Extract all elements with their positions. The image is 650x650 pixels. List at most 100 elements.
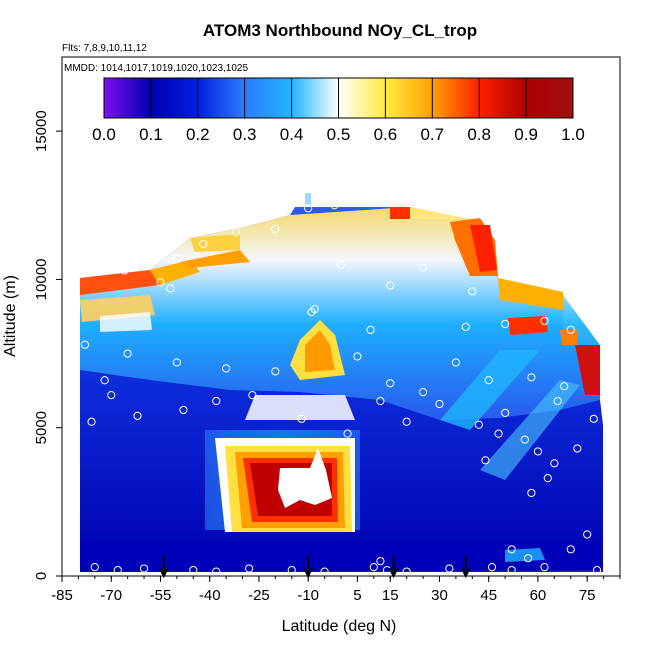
heatmap-field (80, 193, 603, 572)
observation-point (468, 287, 477, 296)
observation-point (80, 340, 90, 349)
observation-point (343, 429, 352, 438)
observation-point (366, 325, 375, 334)
x-tick-label: 5 (353, 587, 361, 604)
observation-point (330, 201, 339, 210)
observation-point (484, 376, 493, 385)
y-axis-label: Altitude (m) (2, 275, 19, 357)
colorbar-tick-label: 0.6 (374, 125, 398, 144)
x-tick-label: -70 (100, 587, 122, 604)
observation-point (369, 563, 378, 572)
observation-point (402, 417, 411, 426)
colorbar-tick-label: 1.0 (561, 125, 585, 144)
observation-point (445, 564, 454, 573)
colorbar-tick-label: 0.4 (280, 125, 304, 144)
observation-point (287, 565, 296, 575)
flights-label: Flts: 7,8,9,10,11,12 (62, 43, 147, 54)
observation-point (222, 364, 231, 373)
x-tick-label: -10 (297, 587, 319, 604)
observation-point (402, 567, 411, 576)
colorbar-tick-label: 0.5 (327, 125, 351, 144)
observation-point (386, 379, 395, 388)
x-tick-label: -40 (199, 587, 221, 604)
y-tick-label: 5000 (33, 411, 50, 444)
observation-point (353, 352, 362, 361)
colorbar-tick-label: 0.2 (186, 125, 210, 144)
observation-point (543, 474, 552, 483)
observation-point (139, 260, 149, 269)
observation-point (212, 567, 221, 576)
observation-point (133, 411, 142, 420)
observation-point (363, 189, 372, 198)
observation-point (451, 358, 460, 367)
x-tick-label: 60 (530, 587, 547, 604)
observation-point (573, 444, 582, 453)
observation-point (487, 563, 497, 572)
observation-point (540, 563, 549, 572)
observation-point (527, 488, 536, 498)
x-tick-label: -55 (150, 587, 172, 604)
observation-point (566, 545, 575, 554)
colorbar-tick-label: 0.1 (139, 125, 163, 144)
dates-label: MMDD: 1014,1017,1019,1020,1023,1025 (64, 63, 248, 74)
colorbar-tick-label: 0.0 (92, 125, 116, 144)
observation-point (212, 396, 221, 406)
observation-point (527, 373, 536, 382)
x-tick-label: -85 (51, 587, 73, 604)
observation-point (474, 420, 483, 429)
observation-point (304, 204, 313, 213)
observation-point (107, 390, 116, 400)
observation-point (540, 316, 549, 326)
observation-point (320, 567, 329, 576)
observation-point (418, 388, 428, 397)
observation-point (461, 322, 470, 331)
observation-point (139, 564, 149, 573)
observation-point (123, 349, 132, 358)
observation-point (520, 435, 529, 444)
observation-point (481, 456, 490, 465)
observation-point (566, 325, 575, 334)
observation-point (199, 239, 208, 248)
observation-point (589, 414, 598, 423)
observation-point (231, 227, 241, 237)
observation-point (583, 530, 592, 539)
observation-point (376, 396, 385, 406)
observation-point (113, 565, 122, 575)
observation-point (501, 319, 510, 329)
observation-point (560, 382, 569, 391)
colorbar-tick-label: 0.7 (420, 125, 444, 144)
observation-point (172, 358, 181, 367)
observation-point (376, 557, 385, 566)
observation-point (386, 281, 395, 290)
y-tick-label: 10000 (33, 259, 50, 301)
y-tick-label: 0 (33, 572, 50, 580)
observation-point (494, 429, 503, 438)
y-tick-label: 15000 (33, 110, 50, 152)
observation-point (100, 376, 109, 385)
observation-point (120, 266, 129, 275)
x-tick-label: 45 (480, 587, 497, 604)
observation-point (310, 304, 319, 314)
observation-point (523, 554, 533, 563)
observation-point (592, 565, 602, 575)
colorbar-tick-label: 0.9 (514, 125, 538, 144)
observation-point (244, 564, 254, 573)
observation-point (517, 272, 526, 281)
observation-point (172, 254, 181, 263)
x-axis: -85 -70 -55 -40 -25 -10 5 15 30 45 60 75 (51, 576, 621, 604)
observation-point (271, 224, 280, 234)
x-tick-label: 15 (382, 587, 399, 604)
colorbar-tick-label: 0.3 (233, 125, 257, 144)
observation-point (179, 405, 188, 415)
y-axis: 0 5000 10000 15000 (33, 110, 62, 580)
x-tick-label: 75 (579, 587, 596, 604)
observation-point (90, 563, 99, 572)
x-tick-label: -25 (248, 587, 270, 604)
observation-point (418, 263, 428, 272)
observation-point (189, 565, 198, 575)
colorbar: 0.0 0.1 0.2 0.3 0.4 0.5 0.6 0.7 0.8 0.9 1.0 (92, 77, 585, 144)
chart-title: ATOM3 Northbound NOy_CL_trop (203, 21, 477, 40)
observation-point (166, 284, 175, 293)
observation-point (336, 260, 346, 269)
